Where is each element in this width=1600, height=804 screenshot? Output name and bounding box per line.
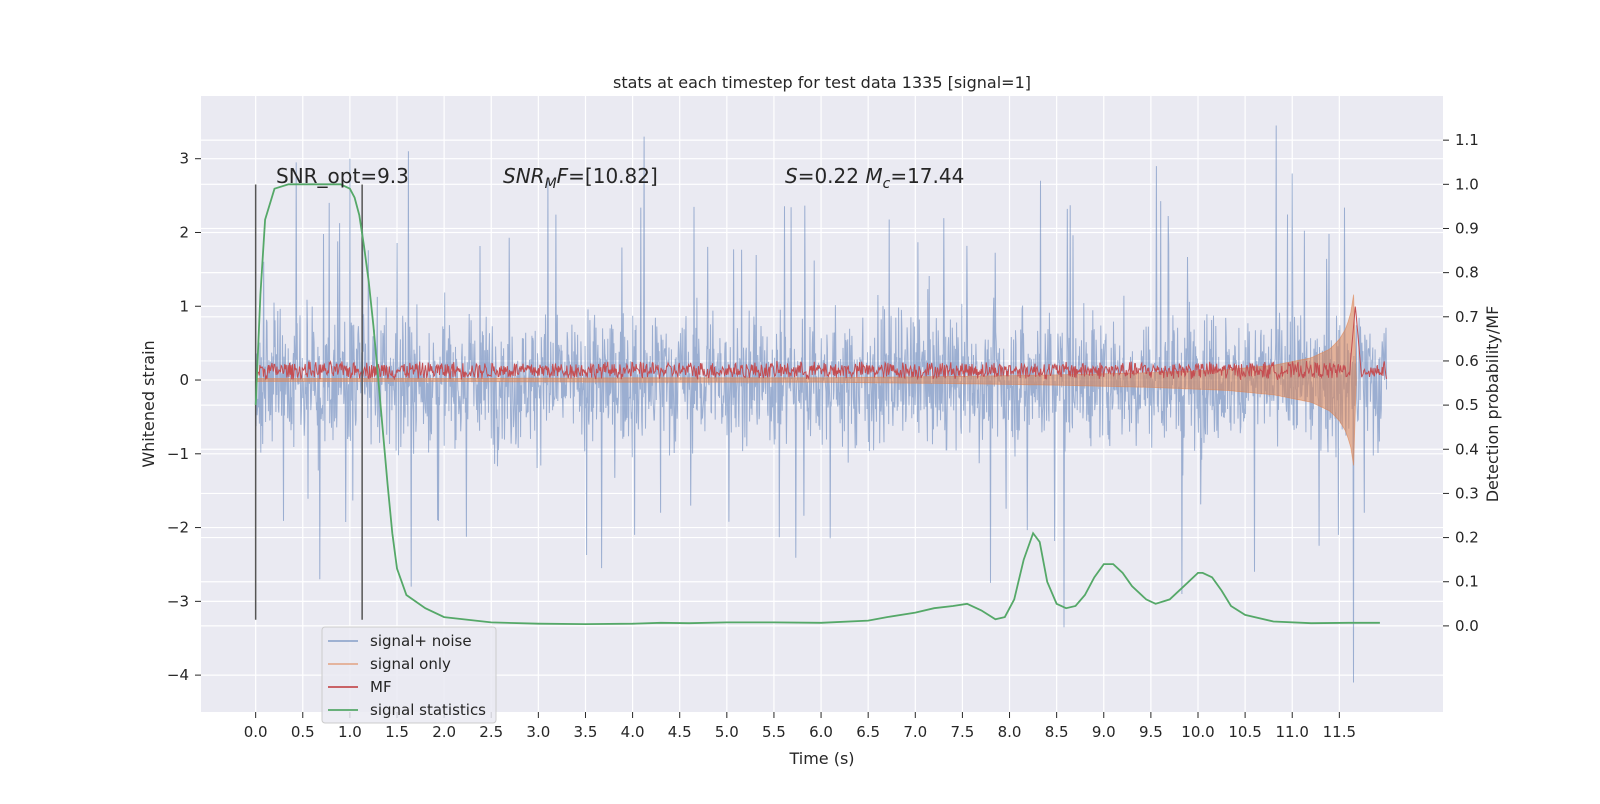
x-tick-label: 11.5: [1323, 723, 1356, 741]
y-tick-label-left: −3: [167, 592, 189, 610]
x-tick-label: 9.5: [1139, 723, 1163, 741]
series-signal-only: [255, 294, 1357, 466]
x-tick-label: 2.0: [432, 723, 456, 741]
x-tick-label: 10.0: [1181, 723, 1214, 741]
y-tick-label-left: −4: [167, 666, 189, 684]
legend-label-mf: MF: [370, 678, 392, 696]
legend: signal+ noise signal only MF signal stat…: [321, 626, 497, 724]
x-tick-label: 7.0: [903, 723, 927, 741]
x-tick-labels: 0.0 0.5 1.0 1.5 2.0 2.5 3.0 3.5 4.0 4.5 5.0 5.5 6.0 6…: [244, 712, 1356, 741]
series-mf: [255, 306, 1387, 381]
y-tick-label-left: −2: [167, 519, 189, 537]
y-tick-label-right: 0.6: [1455, 352, 1479, 370]
chart-title: stats at each timestep for test data 133…: [613, 73, 1031, 92]
x-tick-label: 0.0: [244, 723, 268, 741]
y-tick-label-right: 0.7: [1455, 308, 1479, 326]
y-tick-label-right: 0.4: [1455, 440, 1479, 458]
y-tick-label-right: 1.0: [1455, 175, 1479, 193]
x-tick-label: 6.5: [856, 723, 880, 741]
y-tick-label-left: 0: [179, 371, 189, 389]
annotation-s-mc: S=0.22 Mc=17.44: [785, 164, 964, 192]
x-tick-label: 1.5: [385, 723, 409, 741]
y-tick-label-right: 0.1: [1455, 573, 1479, 591]
x-tick-label: 2.5: [479, 723, 503, 741]
legend-frame: [321, 626, 497, 724]
y-tick-label-right: 0.5: [1455, 396, 1479, 414]
annotation-snr-opt: SNR_opt=9.3: [276, 164, 409, 188]
y-tick-labels-right: 0.0 0.1 0.2 0.3 0.4 0.5 0.6 0.7 0.8 0.9 1.0 1.1: [1443, 131, 1479, 635]
y-tick-label-right: 0.0: [1455, 617, 1479, 635]
x-tick-label: 10.5: [1228, 723, 1261, 741]
y-tick-label-left: 3: [179, 150, 189, 168]
x-tick-label: 0.5: [291, 723, 315, 741]
series-signal-plus-noise: [255, 125, 1387, 683]
y-tick-label-left: 2: [179, 223, 189, 241]
y-tick-label-right: 0.9: [1455, 219, 1479, 237]
x-tick-label: 7.5: [950, 723, 974, 741]
y-tick-label-right: 1.1: [1455, 131, 1479, 149]
legend-label-signal-statistics: signal statistics: [370, 701, 486, 719]
y-tick-label-right: 0.2: [1455, 529, 1479, 547]
x-tick-label: 4.0: [621, 723, 645, 741]
x-tick-label: 6.0: [809, 723, 833, 741]
legend-label-signal-only: signal only: [370, 655, 451, 673]
legend-label-signal-plus-noise: signal+ noise: [370, 632, 472, 650]
x-tick-label: 9.0: [1092, 723, 1116, 741]
y-tick-label-right: 0.3: [1455, 484, 1479, 502]
x-tick-label: 8.5: [1045, 723, 1069, 741]
y-axis-label-right: Detection probability/MF: [1483, 306, 1502, 503]
x-tick-label: 8.0: [998, 723, 1022, 741]
y-axis-label-left: Whitened strain: [139, 340, 158, 467]
x-tick-label: 5.0: [715, 723, 739, 741]
y-tick-label-left: −1: [167, 445, 189, 463]
x-tick-label: 5.5: [762, 723, 786, 741]
x-axis-label: Time (s): [788, 749, 854, 768]
x-tick-label: 3.5: [574, 723, 598, 741]
x-tick-label: 4.5: [668, 723, 692, 741]
y-tick-label-right: 0.8: [1455, 264, 1479, 282]
y-tick-labels-left: −4 −3 −2 −1 0 1 2 3: [167, 150, 201, 684]
annotation-snr-mf: SNRMF=[10.82]: [503, 164, 658, 192]
x-tick-label: 11.0: [1276, 723, 1309, 741]
y-tick-label-left: 1: [179, 297, 189, 315]
x-tick-label: 3.0: [526, 723, 550, 741]
series-signal-statistics: [254, 183, 1380, 626]
x-tick-label: 1.0: [338, 723, 362, 741]
